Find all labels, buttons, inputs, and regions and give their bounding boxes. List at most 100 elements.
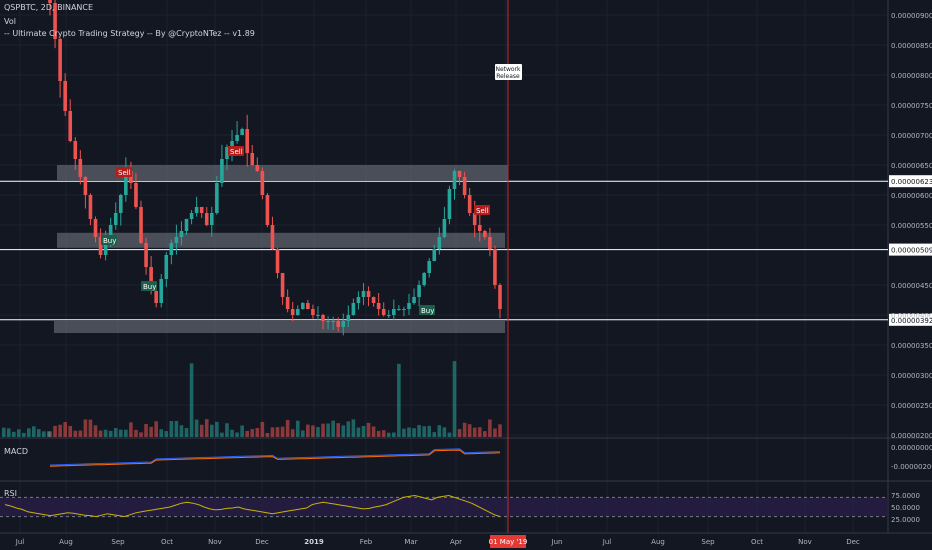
volume-bar bbox=[432, 432, 437, 437]
volume-bar bbox=[467, 424, 472, 437]
volume-bar bbox=[265, 432, 270, 437]
level-tag-2 bbox=[889, 313, 932, 326]
candle-body bbox=[488, 237, 492, 249]
signal-sell-label: Sell bbox=[230, 148, 243, 156]
event-label-line1: Network bbox=[495, 66, 521, 73]
candle-body bbox=[498, 285, 502, 309]
volume-bar bbox=[129, 422, 133, 437]
volume-bar bbox=[447, 432, 452, 437]
time-tick: Feb bbox=[360, 538, 373, 546]
candle-body bbox=[402, 309, 406, 310]
volume-bar bbox=[250, 429, 255, 437]
price-tick: 0.00000400 bbox=[891, 312, 932, 320]
candle-body bbox=[295, 309, 300, 315]
candle-body bbox=[194, 207, 199, 213]
candle-body bbox=[321, 315, 325, 321]
candle-body bbox=[452, 171, 457, 189]
volume-bar bbox=[301, 430, 305, 437]
time-tick: Jul bbox=[15, 538, 25, 546]
signal-sell-box bbox=[116, 167, 132, 177]
candle-body bbox=[462, 177, 467, 195]
candle-body bbox=[442, 219, 447, 237]
candle-body bbox=[493, 249, 497, 285]
volume-bar bbox=[346, 421, 351, 437]
price-tick: 0.00000800 bbox=[891, 72, 932, 80]
candle-body bbox=[225, 147, 229, 159]
volume-bar bbox=[295, 420, 300, 437]
candle-body bbox=[103, 243, 108, 255]
candle-body bbox=[457, 171, 462, 177]
volume-bar bbox=[194, 419, 199, 437]
price-tick: 0.00000350 bbox=[891, 342, 932, 350]
candle-body bbox=[179, 231, 184, 237]
time-axis[interactable]: JulAugSepOctNovDec2019FebMarAprMayJunJul… bbox=[15, 535, 860, 548]
candle-body bbox=[260, 171, 265, 195]
volume-bars bbox=[2, 361, 502, 437]
candle-body bbox=[68, 111, 73, 141]
candle-body bbox=[149, 267, 153, 291]
candle-body bbox=[134, 183, 138, 207]
candle-body bbox=[432, 249, 437, 261]
candle-body bbox=[48, 0, 52, 3]
candle-body bbox=[427, 261, 432, 273]
volume-bar bbox=[245, 430, 249, 437]
volume-bar bbox=[134, 429, 138, 437]
candle-body bbox=[255, 165, 260, 171]
time-tick: Aug bbox=[59, 538, 73, 546]
candle-body bbox=[285, 297, 290, 309]
price-tick: 0.00000550 bbox=[891, 222, 932, 230]
macd-pane: 0.00000000 -0.00000200 bbox=[49, 444, 932, 471]
volume-bar bbox=[493, 428, 497, 437]
time-tick: Sep bbox=[111, 538, 125, 546]
volume-bar bbox=[397, 363, 401, 437]
signal-sell-box bbox=[228, 146, 244, 156]
volume-bar bbox=[280, 426, 285, 437]
price-axis[interactable]: 0.00000900 0.00000850 0.00000800 0.00000750… bbox=[891, 12, 932, 440]
volume-bar bbox=[472, 427, 477, 437]
candle-body bbox=[93, 219, 98, 237]
candle-body bbox=[174, 237, 179, 243]
volume-bar bbox=[275, 427, 280, 437]
volume-bar bbox=[255, 428, 260, 437]
volume-bar bbox=[361, 425, 366, 437]
rsi-tick: 25.0000 bbox=[891, 516, 920, 524]
candle-body bbox=[265, 195, 270, 225]
volume-bar bbox=[103, 429, 108, 437]
volume-label: Vol bbox=[4, 17, 16, 26]
volume-bar bbox=[204, 419, 209, 437]
candle-body bbox=[356, 297, 361, 303]
candle-body bbox=[331, 321, 335, 322]
signal-buy-box bbox=[419, 305, 435, 315]
candle-body bbox=[422, 273, 426, 285]
volume-bar bbox=[88, 419, 93, 437]
level-label-2: 0.00000392 bbox=[891, 317, 932, 325]
candle-body bbox=[311, 309, 315, 315]
time-tick: Mar bbox=[404, 538, 417, 546]
time-tick: Oct bbox=[161, 538, 173, 546]
volume-bar bbox=[311, 425, 315, 437]
level-label-0: 0.00000623 bbox=[891, 178, 932, 186]
volume-bar bbox=[169, 420, 174, 437]
signal-buy-label: Buy bbox=[421, 307, 434, 315]
volume-bar bbox=[139, 432, 143, 437]
candle-body bbox=[392, 309, 396, 315]
signal-buy-box bbox=[141, 281, 157, 291]
candle-body bbox=[139, 207, 143, 243]
candle-body bbox=[326, 321, 330, 322]
volume-bar bbox=[124, 429, 128, 437]
candle-body bbox=[447, 189, 452, 219]
price-tick: 0.00000650 bbox=[891, 162, 932, 170]
candle-body bbox=[58, 39, 62, 81]
candle-body bbox=[199, 207, 204, 213]
level-lines: 0.00000623 0.00000509 0.00000392 bbox=[0, 175, 932, 326]
volume-bar bbox=[260, 421, 265, 437]
volume-bar bbox=[189, 363, 194, 437]
candle-body bbox=[407, 303, 411, 309]
candle-body bbox=[108, 225, 113, 243]
rsi-tick: 75.0000 bbox=[891, 492, 920, 500]
rsi-pane: 75.0000 50.0000 25.0000 bbox=[0, 492, 920, 524]
candle-body bbox=[306, 303, 310, 309]
volume-bar bbox=[225, 423, 229, 437]
volume-bar bbox=[407, 427, 411, 437]
